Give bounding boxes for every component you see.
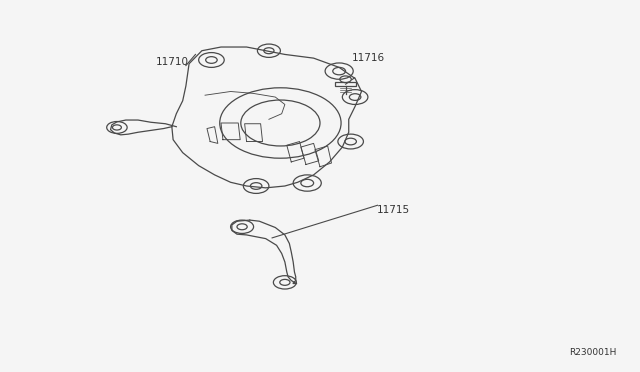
Text: 11710: 11710: [156, 57, 188, 67]
Text: R230001H: R230001H: [570, 348, 617, 357]
Text: 11716: 11716: [351, 53, 385, 63]
Text: 11715: 11715: [377, 205, 410, 215]
